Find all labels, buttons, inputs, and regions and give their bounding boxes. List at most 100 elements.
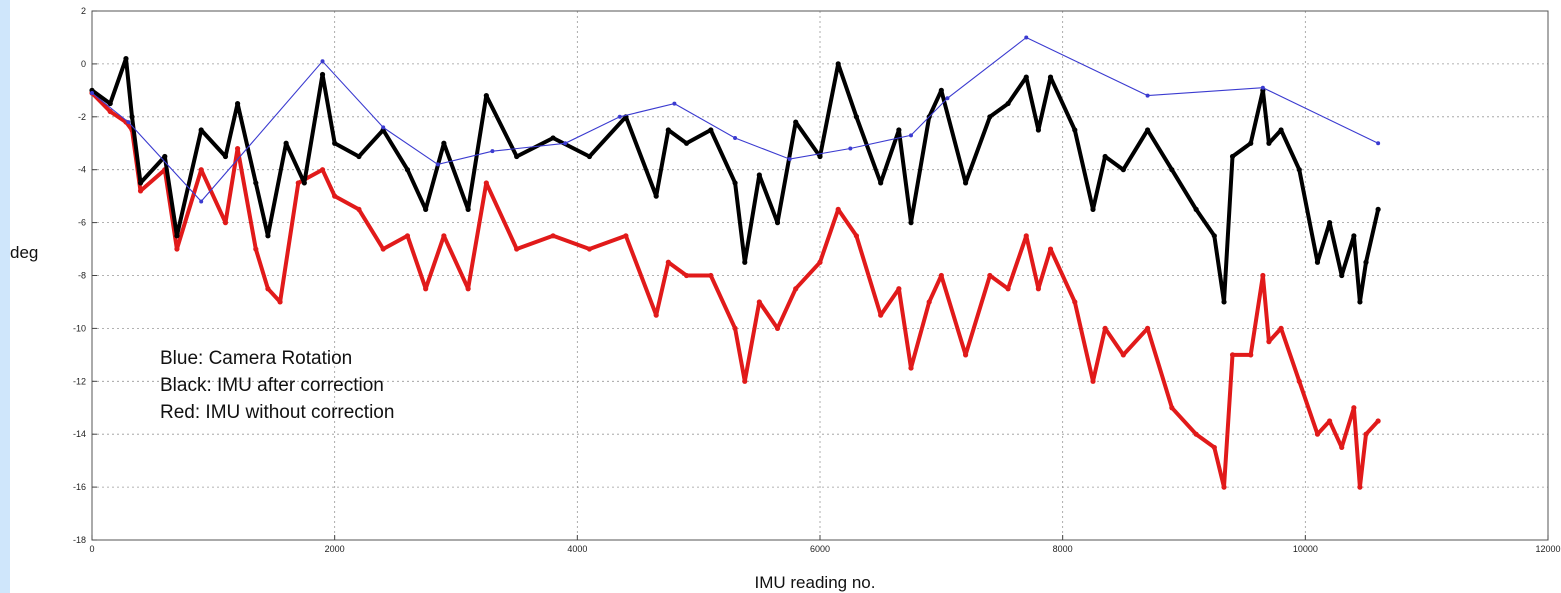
annotation-block: Blue: Camera Rotation Black: IMU after co…	[160, 348, 394, 423]
data-point	[665, 259, 671, 265]
data-point	[435, 162, 440, 167]
data-point	[483, 180, 489, 186]
data-point	[817, 153, 823, 160]
data-point	[1296, 378, 1302, 384]
data-point	[1375, 418, 1381, 424]
data-point	[235, 145, 241, 152]
data-point	[283, 140, 289, 146]
data-point	[301, 180, 307, 186]
data-point	[1035, 127, 1041, 133]
y-tick-label: -18	[73, 535, 86, 545]
data-point	[1339, 444, 1345, 451]
data-point	[987, 272, 993, 279]
data-point	[1005, 100, 1011, 107]
data-point	[465, 286, 471, 292]
y-tick-label: -2	[78, 112, 86, 122]
data-point	[380, 246, 386, 252]
data-point	[1266, 339, 1272, 345]
annotation-line: Blue: Camera Rotation	[160, 348, 352, 369]
data-point	[926, 299, 932, 305]
data-point	[1351, 233, 1357, 239]
data-point	[1357, 484, 1363, 490]
data-point	[1314, 431, 1321, 437]
data-point	[1221, 484, 1227, 490]
data-point	[665, 127, 671, 133]
data-point	[672, 101, 677, 106]
data-point	[319, 71, 326, 78]
data-point	[265, 233, 271, 239]
series-1	[89, 56, 1381, 305]
data-point	[563, 141, 568, 146]
data-point	[1363, 431, 1369, 437]
data-point	[490, 149, 495, 154]
data-point	[853, 114, 860, 120]
data-point	[623, 233, 629, 239]
data-point	[1102, 325, 1108, 331]
data-point	[1145, 127, 1151, 133]
data-point	[123, 56, 129, 62]
series-line	[90, 56, 1381, 304]
data-point	[987, 114, 993, 120]
data-point	[787, 157, 792, 162]
data-point	[126, 120, 131, 125]
data-point	[878, 312, 884, 318]
y-tick-label: -12	[73, 376, 86, 386]
data-point	[1260, 85, 1265, 90]
data-point	[1327, 220, 1333, 226]
data-point	[732, 180, 738, 186]
data-point	[423, 286, 429, 292]
y-tick-label: -4	[78, 165, 86, 175]
data-point	[483, 93, 489, 99]
data-point	[878, 180, 884, 186]
data-point	[320, 59, 325, 64]
data-point	[1314, 259, 1321, 265]
x-axis-label: IMU reading no.	[755, 573, 876, 592]
y-axis-label: deg	[10, 243, 38, 262]
x-tick-label: 8000	[1053, 544, 1073, 554]
data-point	[742, 259, 748, 265]
data-point	[465, 206, 471, 212]
data-point	[550, 233, 556, 239]
data-point	[1376, 141, 1381, 146]
data-point	[235, 100, 241, 107]
data-point	[708, 272, 714, 279]
data-point	[423, 206, 429, 212]
series-2	[89, 90, 1381, 490]
data-point	[1090, 206, 1096, 212]
data-point	[908, 220, 914, 226]
data-point	[1145, 93, 1150, 98]
data-point	[107, 100, 113, 107]
data-point	[908, 365, 914, 371]
data-point	[253, 246, 259, 252]
data-point	[756, 172, 762, 178]
data-point	[1229, 352, 1236, 358]
series-0	[90, 35, 1381, 204]
data-point	[708, 127, 714, 133]
data-point	[774, 220, 781, 226]
data-point	[1296, 167, 1302, 173]
data-point	[742, 378, 748, 384]
data-point	[1023, 233, 1029, 239]
y-axis-ticks: -18 -16 -14 -12 -10 -8 -6 -4 -2 0 2	[73, 6, 97, 545]
data-point	[756, 299, 762, 305]
data-point	[945, 96, 950, 101]
y-tick-label: -6	[78, 218, 86, 228]
data-point	[174, 246, 180, 252]
data-point	[1047, 246, 1054, 252]
y-tick-label: 2	[81, 6, 86, 16]
series-line	[91, 36, 1379, 203]
data-point	[586, 246, 593, 252]
data-point	[1363, 259, 1369, 265]
data-point	[1260, 272, 1266, 279]
data-point	[793, 119, 799, 125]
data-point	[853, 233, 860, 239]
data-point	[174, 233, 180, 239]
data-point	[896, 127, 902, 133]
data-point	[817, 259, 823, 265]
data-point	[1169, 167, 1175, 173]
data-point	[1120, 352, 1126, 358]
x-tick-label: 10000	[1293, 544, 1318, 554]
data-point	[332, 193, 338, 199]
